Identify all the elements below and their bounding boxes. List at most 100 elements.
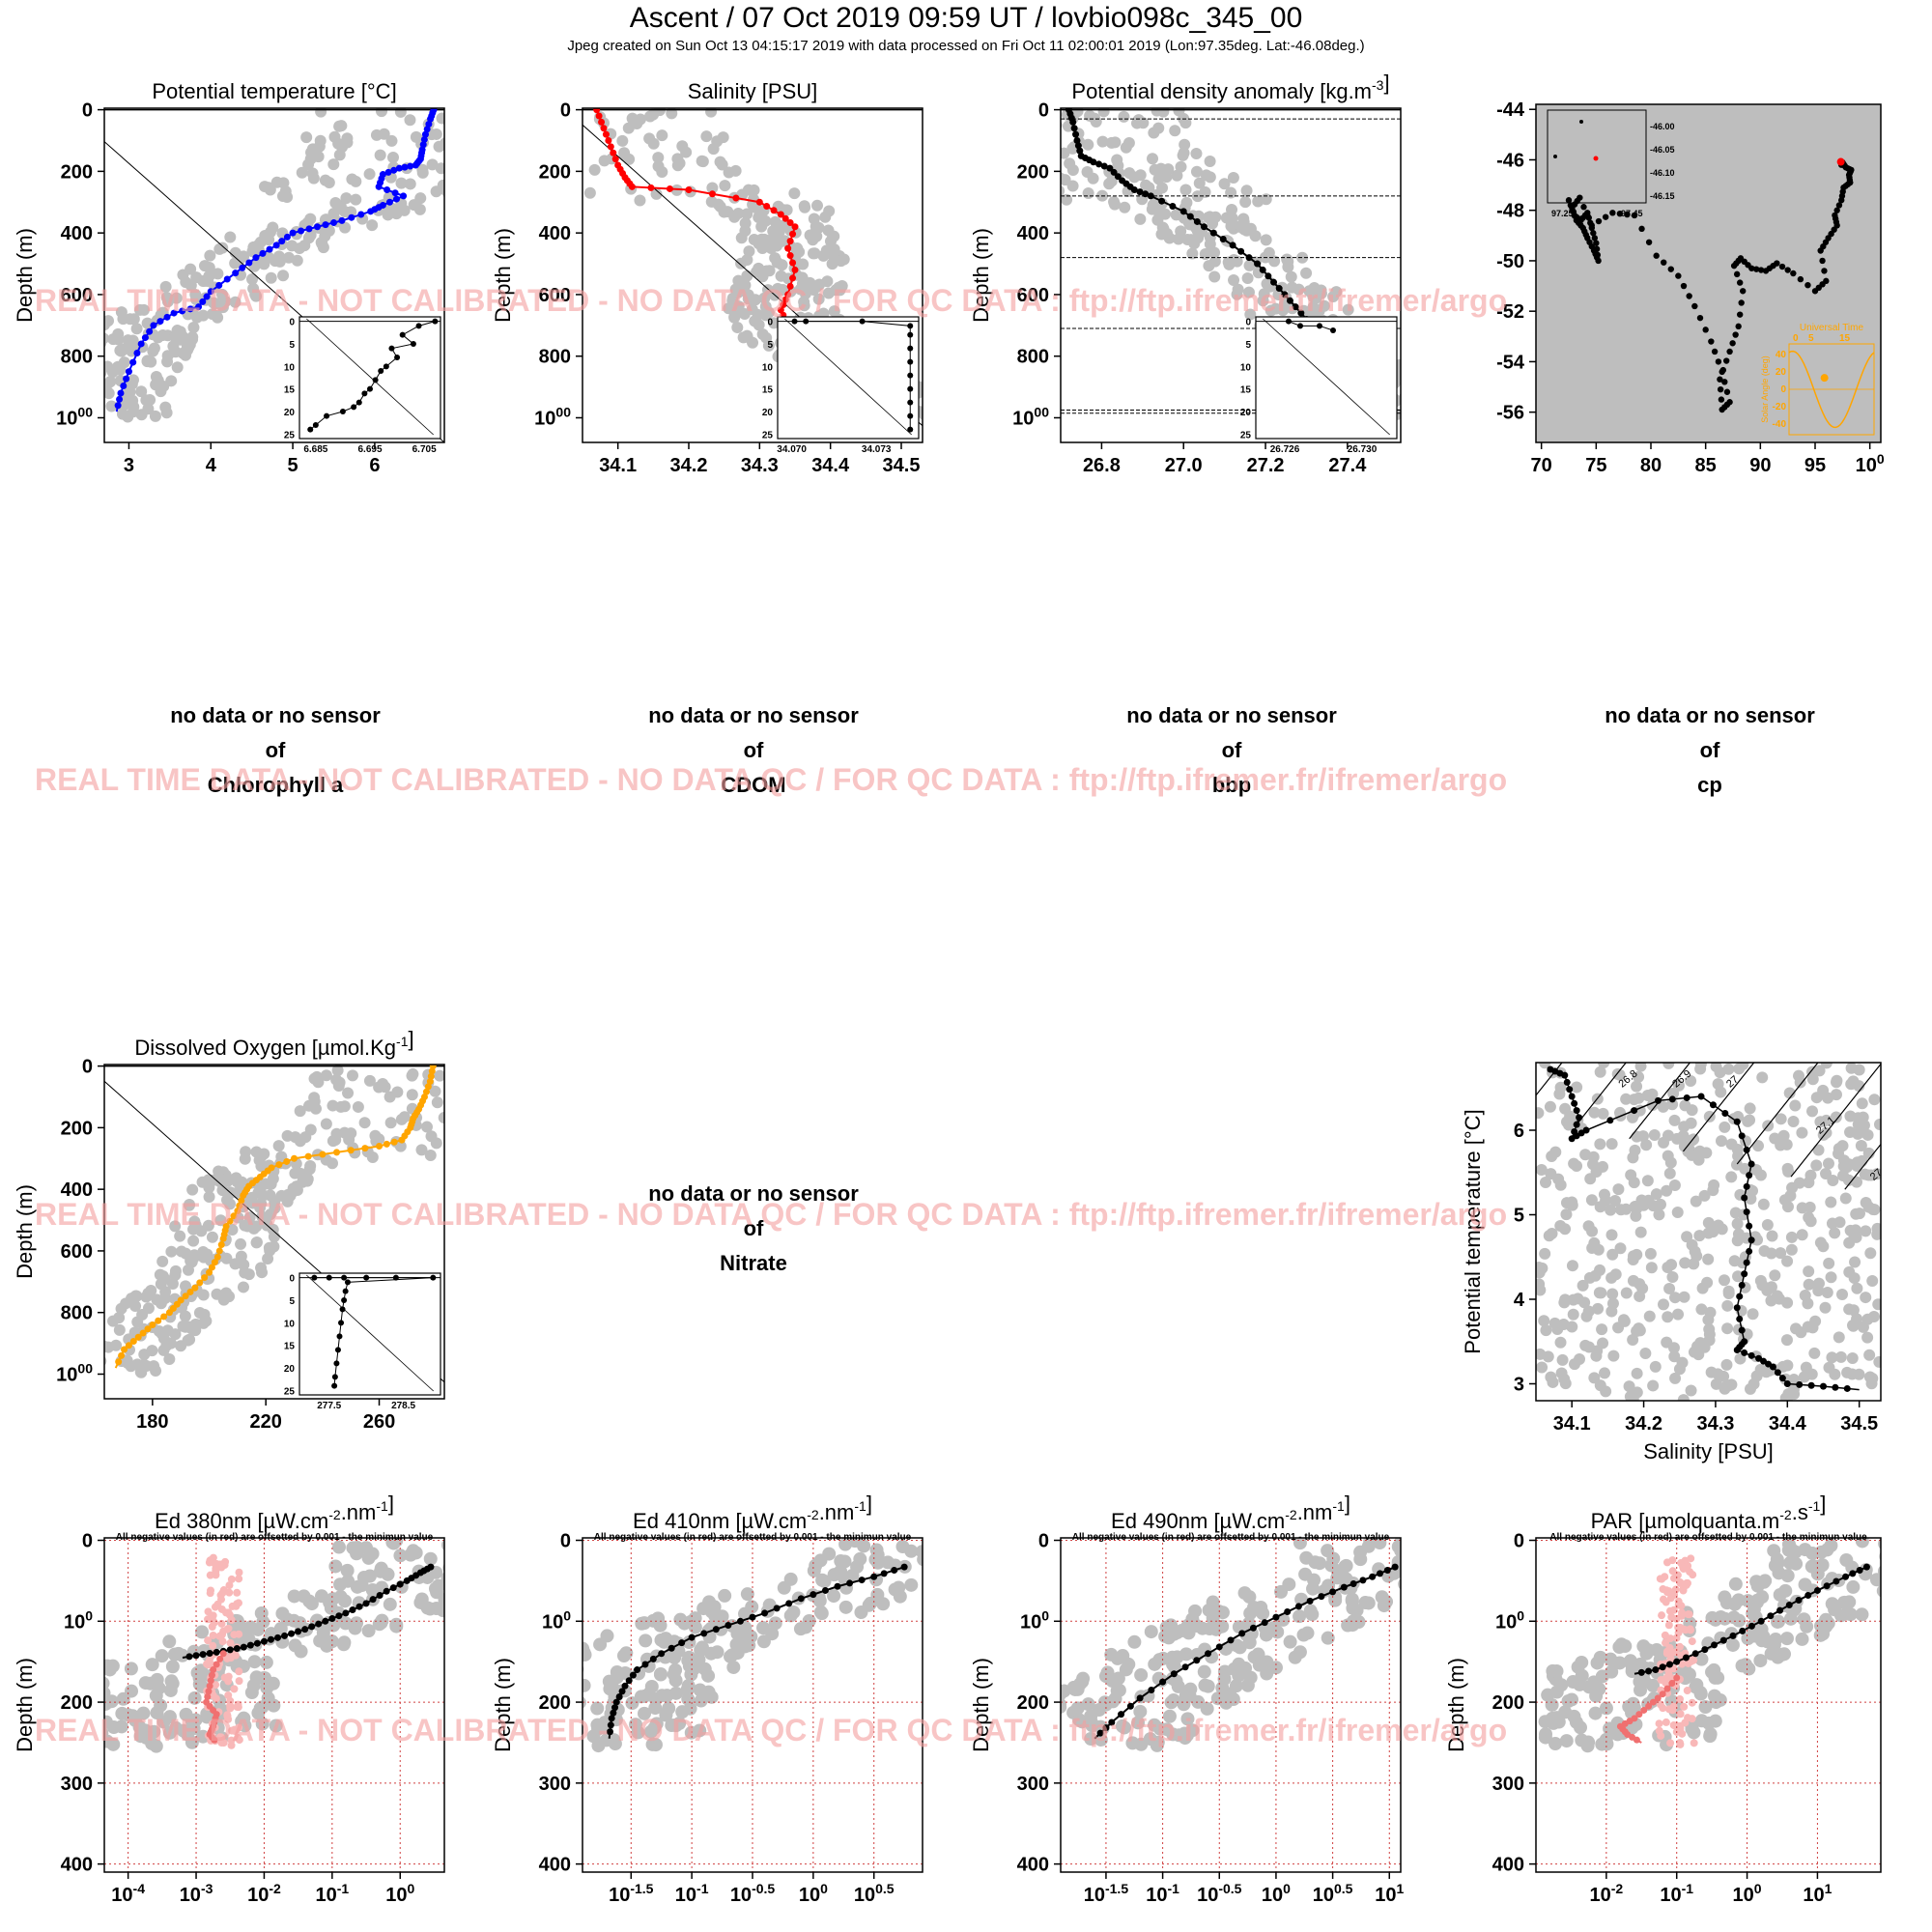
- historical-cloud-dot: [213, 1165, 225, 1178]
- historical-cloud-dot: [104, 378, 114, 390]
- data-point: [1654, 1096, 1662, 1104]
- historical-cloud-dot: [1922, 1570, 1932, 1583]
- historical-cloud-dot: [495, 161, 506, 173]
- historical-cloud-dot: [767, 225, 780, 238]
- data-point: [329, 219, 337, 227]
- negative-cloud-dot: [1679, 1586, 1688, 1595]
- negative-cloud-dot: [204, 1607, 213, 1616]
- historical-cloud-dot: [538, 123, 550, 134]
- y-tick-label: 200: [61, 1118, 93, 1139]
- historical-cloud-dot: [445, 1586, 459, 1600]
- historical-cloud-dot: [93, 375, 104, 386]
- historical-cloud-dot: [272, 250, 285, 263]
- y-tick-label: 300: [61, 1774, 93, 1795]
- historical-cloud-dot: [1002, 120, 1013, 131]
- track-point: [1717, 376, 1723, 383]
- historical-cloud-dot: [1208, 270, 1221, 283]
- data-point: [1736, 1293, 1744, 1300]
- y-axis-label: Potential temperature [°C]: [1461, 1109, 1485, 1353]
- track-point: [1590, 230, 1597, 237]
- x-tick-label: 34.1: [1553, 1413, 1591, 1435]
- historical-cloud-dot: [1911, 1539, 1924, 1552]
- historical-cloud-dot: [529, 1107, 541, 1119]
- historical-cloud-dot: [929, 1542, 943, 1555]
- historical-cloud-dot: [1061, 1687, 1067, 1701]
- y-tick-label: 0: [82, 1057, 93, 1078]
- data-point: [1738, 1326, 1746, 1334]
- historical-cloud-dot: [525, 141, 536, 153]
- historical-cloud-dot: [444, 1566, 458, 1579]
- historical-cloud-dot: [516, 1080, 527, 1092]
- inset-point: [430, 1274, 437, 1281]
- track-point: [1778, 263, 1786, 270]
- historical-cloud-dot: [242, 1220, 254, 1233]
- data-point: [383, 1140, 390, 1148]
- historical-cloud-dot: [83, 331, 95, 343]
- historical-cloud-dot: [1635, 1194, 1648, 1207]
- historical-cloud-dot: [171, 325, 184, 337]
- data-point: [1200, 223, 1208, 231]
- historical-cloud-dot: [169, 1220, 182, 1233]
- historical-cloud-dot: [810, 280, 823, 293]
- historical-cloud-dot: [395, 177, 408, 189]
- data-point: [289, 229, 297, 237]
- historical-cloud-dot: [776, 259, 788, 271]
- historical-cloud-dot: [603, 1682, 617, 1696]
- historical-cloud-dot: [1761, 1284, 1774, 1296]
- historical-cloud-dot: [124, 313, 136, 326]
- historical-cloud-dot: [263, 234, 275, 246]
- historical-cloud-dot: [656, 129, 668, 142]
- negative-cloud-dot: [1657, 1731, 1665, 1740]
- historical-cloud-dot: [1159, 1722, 1174, 1737]
- data-point: [206, 1650, 213, 1658]
- historical-cloud-dot: [1180, 1728, 1195, 1743]
- data-point: [1820, 1382, 1827, 1390]
- historical-cloud-dot: [1560, 1197, 1573, 1209]
- historical-cloud-dot: [469, 1539, 482, 1552]
- historical-cloud-dot: [1719, 1121, 1731, 1133]
- historical-cloud-dot: [76, 1336, 88, 1348]
- historical-cloud-dot: [1920, 1555, 1932, 1569]
- inset-area: [1256, 318, 1397, 436]
- data-point: [283, 233, 291, 241]
- historical-cloud-dot: [479, 120, 491, 131]
- historical-cloud-dot: [1820, 1063, 1833, 1069]
- data-point: [1136, 188, 1144, 196]
- x-tick-label: 10-2: [1590, 1881, 1624, 1906]
- negative-cloud-dot: [206, 1571, 214, 1579]
- historical-cloud-dot: [1582, 1680, 1597, 1694]
- historical-cloud-dot: [1539, 1177, 1551, 1189]
- historical-cloud-dot: [1321, 1631, 1335, 1645]
- historical-cloud-dot: [541, 107, 553, 119]
- historical-cloud-dot: [1590, 1656, 1605, 1670]
- historical-cloud-dot: [1809, 1315, 1822, 1327]
- negative-cloud-dot: [217, 1605, 226, 1613]
- historical-cloud-dot: [255, 1262, 268, 1274]
- negative-cloud-dot: [226, 1638, 235, 1647]
- historical-cloud-dot: [1013, 127, 1025, 138]
- historical-cloud-dot: [325, 1634, 339, 1649]
- negative-cloud-dot: [205, 1659, 213, 1667]
- historical-cloud-dot: [1679, 1257, 1691, 1269]
- historical-cloud-dot: [1162, 1709, 1177, 1723]
- historical-cloud-dot: [415, 1144, 428, 1156]
- historical-cloud-dot: [502, 1547, 516, 1560]
- negative-cloud-dot: [233, 1588, 242, 1597]
- data-point: [139, 1329, 147, 1337]
- x-tick-label: 85: [1695, 455, 1717, 476]
- y-tick-label: -52: [1496, 301, 1524, 323]
- historical-cloud-dot: [150, 370, 162, 383]
- x-tick-label: 6: [369, 455, 380, 476]
- historical-cloud-dot: [648, 1701, 663, 1716]
- historical-cloud-dot: [1662, 1311, 1674, 1323]
- historical-cloud-dot: [1453, 1565, 1466, 1578]
- track-point: [1667, 266, 1674, 272]
- historical-cloud-dot: [681, 1691, 696, 1706]
- historical-cloud-dot: [164, 1674, 179, 1689]
- historical-cloud-dot: [970, 1563, 983, 1577]
- negative-cloud-dot: [1661, 1631, 1669, 1639]
- historical-cloud-dot: [1579, 1149, 1592, 1161]
- historical-cloud-dot: [1306, 288, 1319, 300]
